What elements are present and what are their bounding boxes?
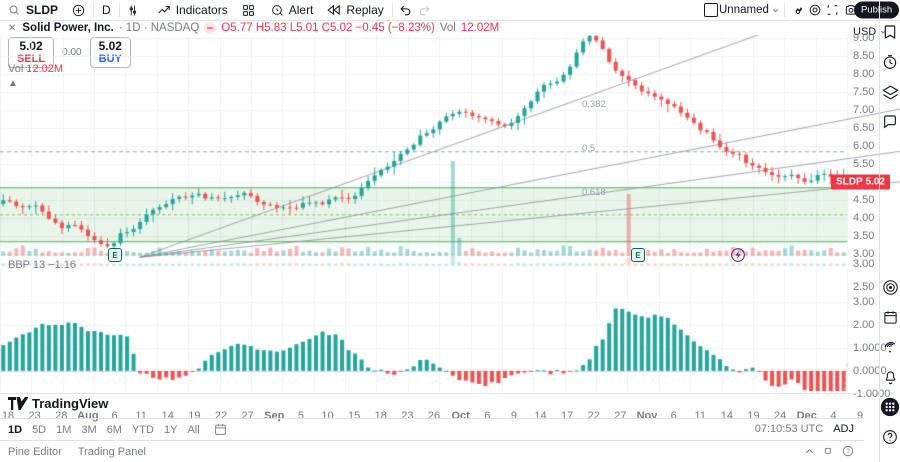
svg-text:?: ? [846,448,850,455]
